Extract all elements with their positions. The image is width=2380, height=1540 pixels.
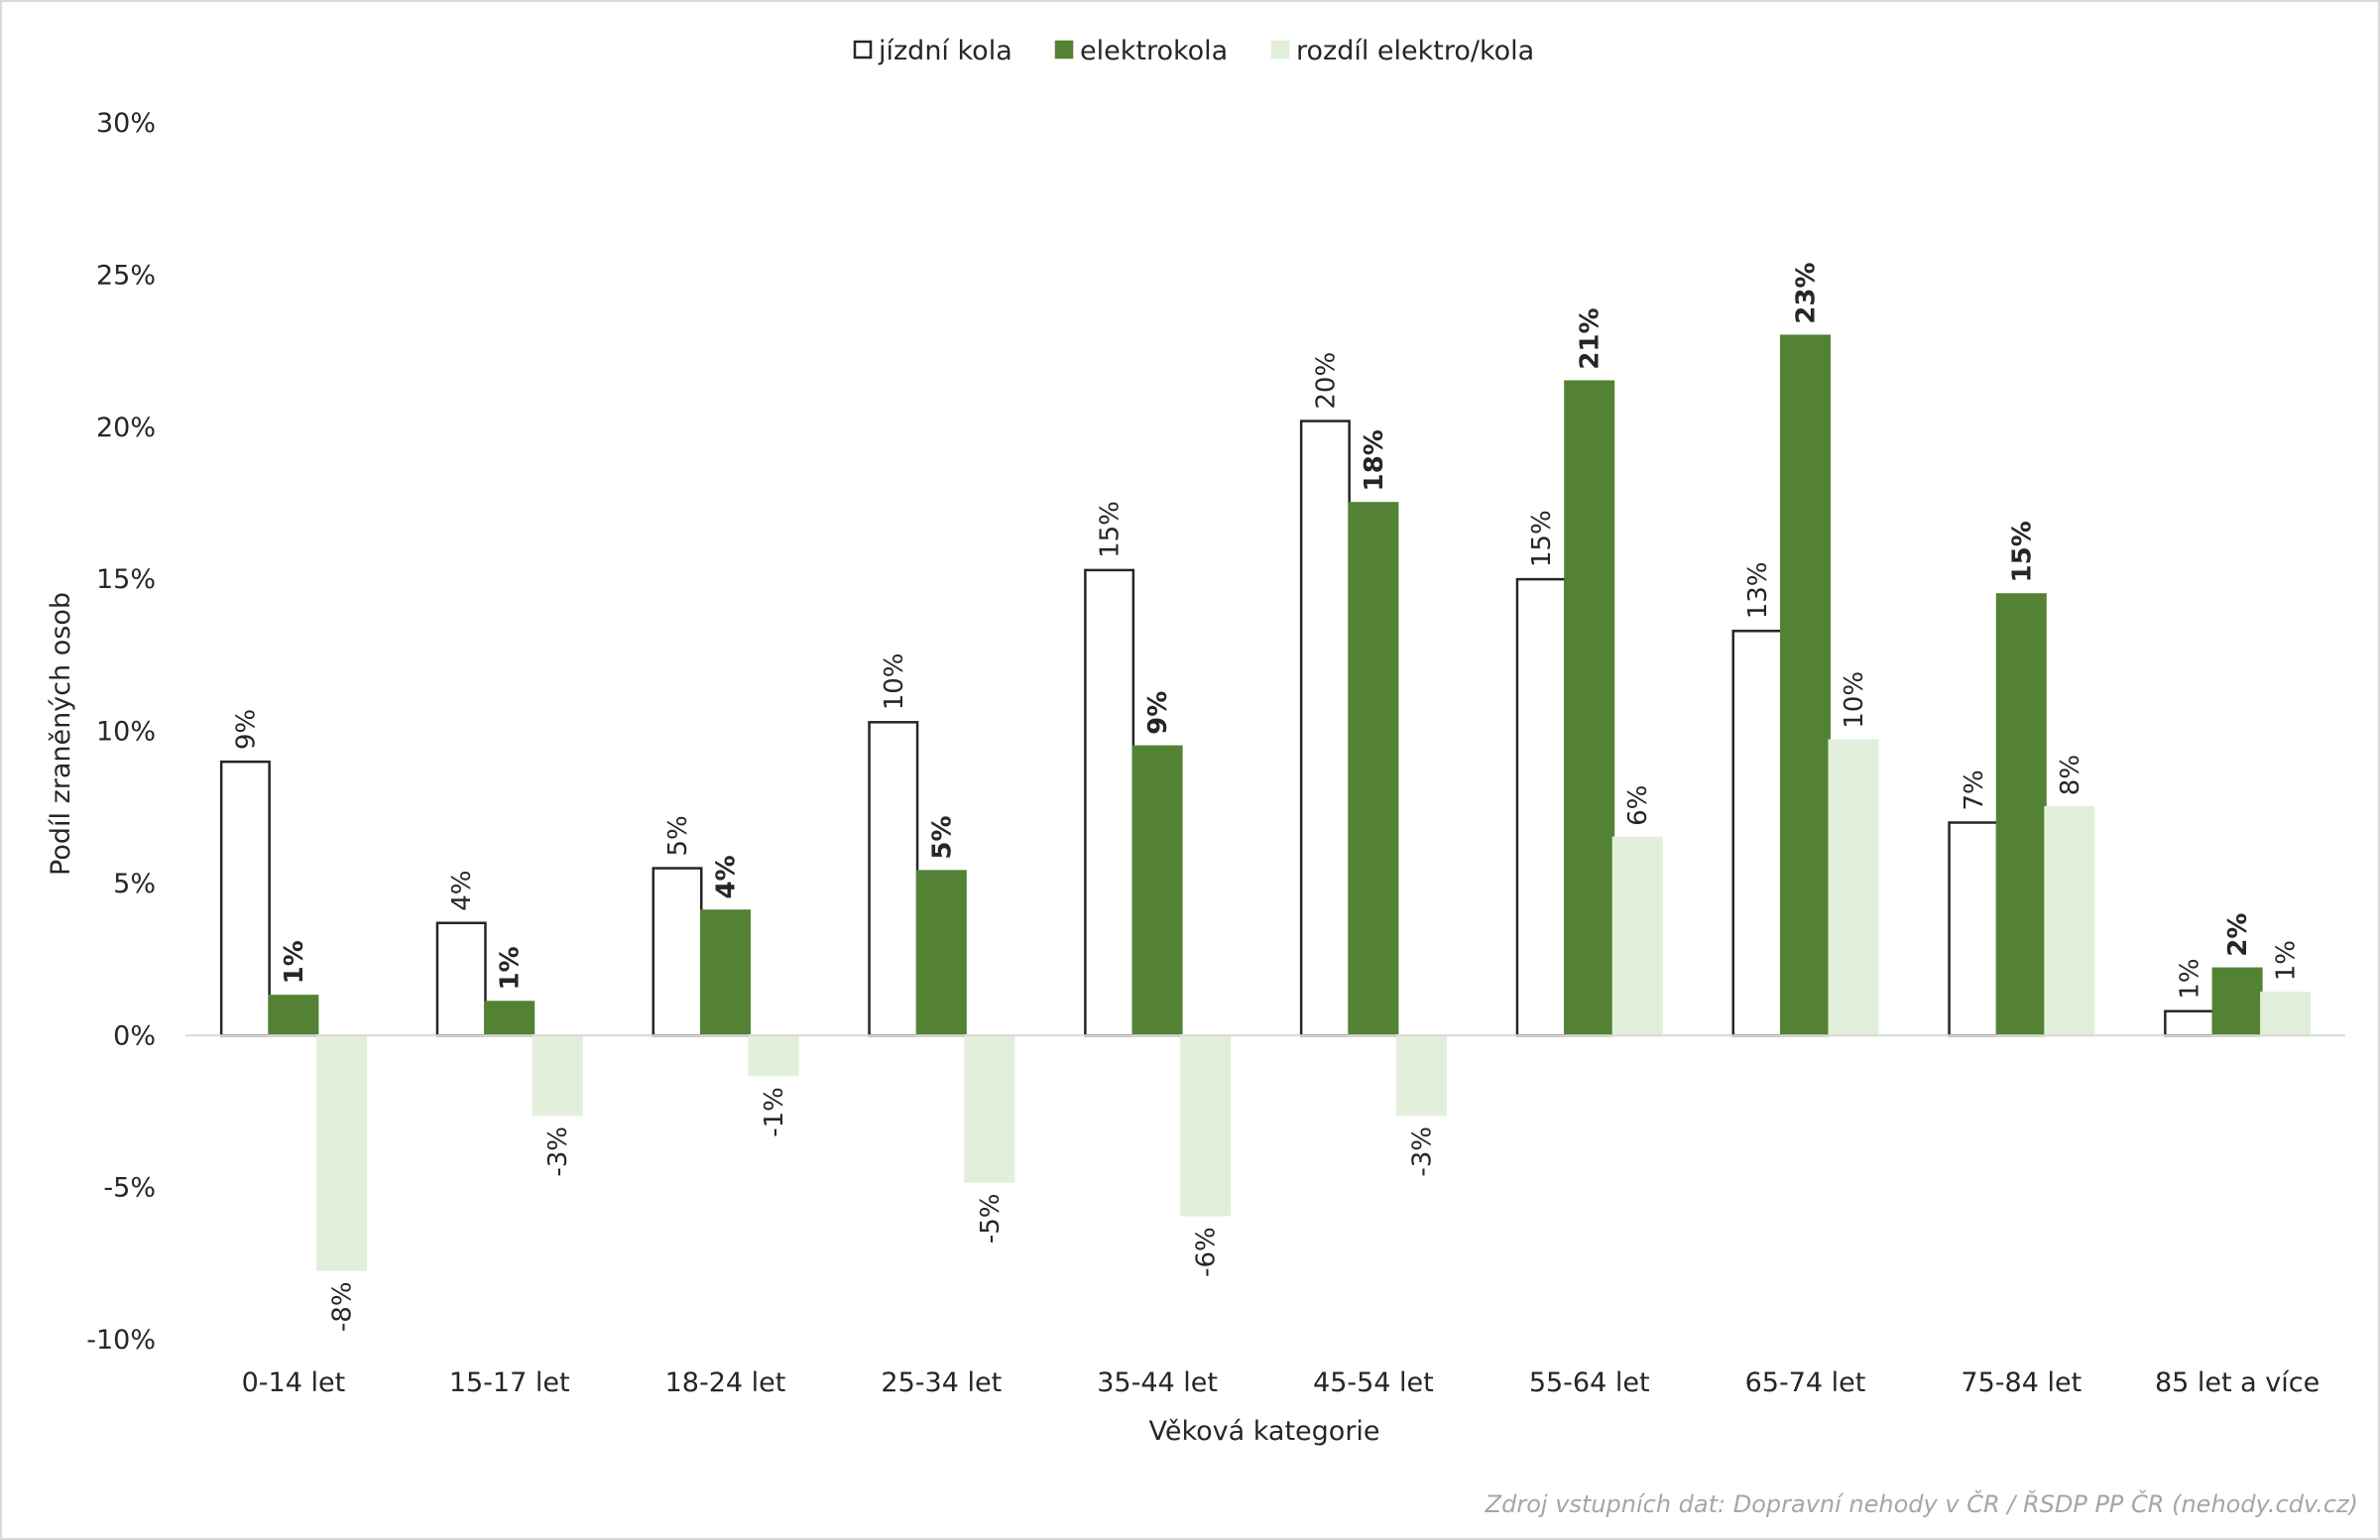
y-tick-label: -5%	[103, 1173, 156, 1204]
data-label: -8%	[327, 1281, 357, 1332]
bar-rozd-l-elektro-kola	[964, 1034, 1015, 1183]
bar-elektrokola	[1995, 593, 2047, 1037]
data-label: 13%	[1743, 561, 1773, 619]
data-label: -5%	[976, 1193, 1006, 1244]
bar-rozd-l-elektro-kola	[2260, 992, 2312, 1037]
bar-j-zdn--kola	[1731, 630, 1783, 1037]
y-tick-label: 15%	[96, 564, 156, 595]
bar-elektrokola	[1131, 745, 1183, 1037]
x-tick-label: 65-74 let	[1745, 1367, 1866, 1398]
data-label: 15%	[1096, 501, 1126, 558]
bars: 9% 4% 5% 10% 15% 20% 15% 13% 7% 1% 1% 1% 4% 5% 9% 18% 21…	[219, 262, 2312, 1332]
bar-j-zdn--kola	[435, 921, 487, 1037]
legend-swatch	[1054, 40, 1074, 59]
bar-elektrokola	[915, 870, 967, 1037]
bar-j-zdn--kola	[2164, 1009, 2215, 1037]
data-label: 4%	[447, 871, 477, 911]
data-label: 1%	[2176, 958, 2205, 999]
bar-rozd-l-elektro-kola	[1180, 1034, 1232, 1217]
data-label: 1%	[280, 940, 309, 984]
x-tick-label: 85 let a více	[2155, 1367, 2320, 1398]
bar-j-zdn--kola	[219, 760, 271, 1037]
x-tick-label: 25-34 let	[881, 1367, 1002, 1398]
y-axis-title: Podíl zraněných osob	[46, 592, 76, 876]
x-axis-title: Věková kategorie	[1148, 1416, 1379, 1447]
bar-rozd-l-elektro-kola	[1828, 739, 1879, 1037]
data-label: 23%	[1792, 262, 1822, 323]
bar-elektrokola	[1348, 502, 1399, 1037]
bar-rozd-l-elektro-kola	[1611, 836, 1663, 1037]
bar-rozd-l-elektro-kola	[532, 1034, 583, 1117]
data-label: 4%	[712, 855, 742, 898]
data-label: 1%	[2272, 940, 2302, 981]
bar-j-zdn--kola	[1299, 419, 1351, 1037]
data-label: 18%	[1360, 429, 1389, 491]
y-tick-label: 5%	[113, 869, 156, 899]
y-tick-label: -10%	[86, 1325, 156, 1356]
x-axis: 0-14 let 15-17 let 18-24 let 25-34 let 35-44…	[185, 1034, 2345, 1398]
legend-label: rozdíl elektro/kola	[1296, 36, 1534, 66]
x-tick-label: 0-14 let	[242, 1367, 346, 1398]
data-label: 5%	[927, 815, 957, 859]
x-tick-label: 35-44 let	[1097, 1367, 1218, 1398]
data-label: 9%	[1143, 691, 1173, 735]
bar-rozd-l-elektro-kola	[748, 1034, 799, 1077]
data-label: 6%	[1623, 785, 1653, 826]
x-tick-label: 45-54 let	[1313, 1367, 1434, 1398]
x-tick-label: 75-84 let	[1961, 1367, 2082, 1398]
bar-elektrokola	[1564, 380, 1615, 1037]
data-label: 5%	[663, 815, 693, 856]
data-label: 9%	[231, 709, 261, 750]
x-tick-label: 18-24 let	[665, 1367, 786, 1398]
bar-rozd-l-elektro-kola	[2044, 805, 2095, 1037]
data-label: 10%	[880, 653, 909, 711]
bar-elektrokola	[1780, 334, 1831, 1037]
legend-swatch	[1270, 40, 1290, 59]
bar-elektrokola	[484, 1001, 536, 1037]
legend-label: jízdní kola	[878, 36, 1012, 66]
bar-elektrokola	[700, 909, 751, 1037]
bar-j-zdn--kola	[1515, 577, 1567, 1037]
data-label: 15%	[1527, 510, 1557, 567]
data-label: 20%	[1311, 352, 1341, 410]
y-axis: -10% -5% 0% 5% 10% 15% 20% 25% 30%	[86, 108, 156, 1356]
bar-elektrokola	[2211, 967, 2263, 1037]
legend-label: elektrokola	[1080, 36, 1228, 66]
bar-j-zdn--kola	[1084, 568, 1135, 1037]
y-tick-label: 10%	[96, 717, 156, 748]
data-label: -3%	[1407, 1126, 1437, 1177]
data-label: 21%	[1576, 308, 1606, 370]
data-label: 1%	[496, 946, 526, 990]
data-label: -6%	[1192, 1227, 1222, 1277]
data-label: 7%	[1960, 770, 1989, 810]
data-label: -3%	[543, 1126, 573, 1177]
bar-j-zdn--kola	[652, 867, 703, 1037]
data-label: 2%	[2223, 913, 2253, 957]
bar-j-zdn--kola	[868, 721, 919, 1037]
data-label: -1%	[760, 1087, 789, 1137]
x-tick-label: 55-64 let	[1529, 1367, 1650, 1398]
y-tick-label: 25%	[96, 260, 156, 291]
bar-rozd-l-elektro-kola	[1395, 1034, 1447, 1117]
data-label: 15%	[2007, 521, 2037, 582]
y-tick-label: 0%	[113, 1020, 156, 1051]
legend: jízdní kola elektrokola rozdíl elektro/kol…	[853, 36, 1534, 66]
bar-rozd-l-elektro-kola	[315, 1034, 367, 1271]
legend-swatch	[853, 40, 873, 59]
y-tick-label: 30%	[96, 108, 156, 139]
data-label: 8%	[2056, 755, 2085, 795]
source-note: Zdroj vstupních dat: Dopravní nehody v Č…	[1485, 1488, 2358, 1518]
data-label: 10%	[1840, 671, 1869, 729]
x-tick-label: 15-17 let	[449, 1367, 570, 1398]
bar-elektrokola	[268, 995, 319, 1037]
y-tick-label: 20%	[96, 413, 156, 443]
bar-j-zdn--kola	[1948, 821, 1999, 1037]
